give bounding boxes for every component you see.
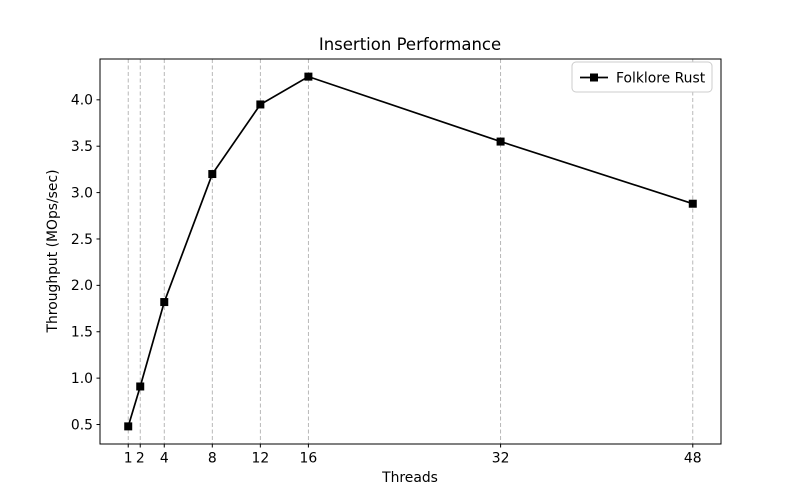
- legend: Folklore Rust: [571, 61, 713, 93]
- x-axis-label: Threads: [381, 470, 438, 486]
- y-axis-label: Throughput (MOps/sec): [45, 169, 61, 333]
- x-axis-ticks: 1 2 4 8 12 16 32 48: [124, 444, 702, 467]
- x-tick-label: 16: [300, 451, 318, 467]
- series-markers: [124, 72, 697, 431]
- legend-marker-icon: [590, 73, 598, 82]
- plot-border: [99, 58, 722, 445]
- x-tick-label: 48: [684, 451, 702, 467]
- data-point-marker: [304, 72, 313, 81]
- y-tick-label: 2.0: [71, 278, 93, 294]
- data-point-marker: [256, 100, 265, 109]
- chart-title: Insertion Performance: [319, 35, 501, 54]
- y-tick-label: 4.0: [71, 93, 93, 109]
- data-point-marker: [208, 170, 217, 179]
- x-tick-label: 4: [160, 451, 169, 467]
- gridlines: [127, 59, 694, 444]
- data-point-marker: [688, 199, 697, 208]
- series-line: [127, 75, 694, 427]
- data-point-marker: [496, 137, 505, 146]
- data-point-marker: [136, 382, 145, 391]
- y-tick-label: 1.5: [71, 325, 93, 341]
- y-tick-label: 1.0: [71, 371, 93, 387]
- x-tick-label: 32: [492, 451, 510, 467]
- legend-box: [571, 61, 713, 93]
- y-tick-label: 0.5: [71, 417, 93, 433]
- data-point-marker: [124, 422, 133, 431]
- y-tick-label: 3.0: [71, 185, 93, 201]
- y-axis-ticks: 0.5 1.0 1.5 2.0 2.5 3.0 3.5 4.0: [71, 93, 100, 433]
- x-tick-label: 2: [136, 451, 145, 467]
- x-tick-label: 1: [124, 451, 133, 467]
- y-tick-label: 3.5: [71, 139, 93, 155]
- legend-entry-label: Folklore Rust: [616, 71, 706, 87]
- x-tick-label: 12: [252, 451, 270, 467]
- data-point-marker: [160, 298, 169, 307]
- y-tick-label: 2.5: [71, 232, 93, 248]
- x-tick-label: 8: [208, 451, 217, 467]
